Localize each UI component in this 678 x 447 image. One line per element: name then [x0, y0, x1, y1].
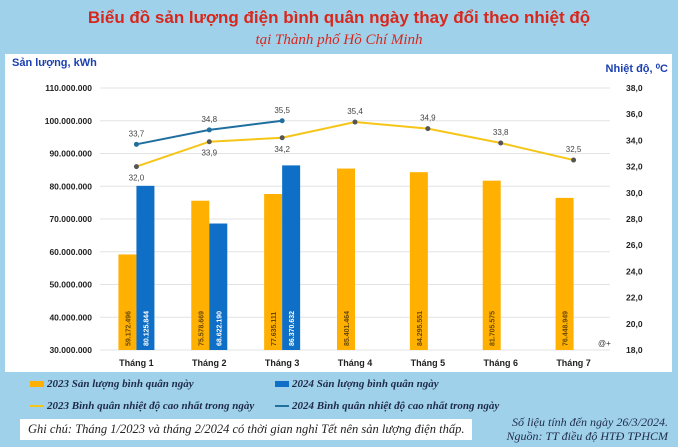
x-tick-label: Tháng 6: [483, 358, 518, 368]
bar-data-label: 77.635.111: [271, 312, 278, 346]
legend-swatch: [275, 381, 289, 387]
y2-tick-label: 36,0: [626, 109, 643, 119]
bar-data-label: 81.705.575: [490, 311, 497, 346]
y-tick-label: 40.000.000: [49, 312, 92, 322]
line-marker: [498, 140, 504, 146]
legend-swatch: [30, 381, 44, 387]
bar-2023: [118, 254, 137, 350]
x-tick-label: Tháng 2: [192, 358, 227, 368]
y-tick-label: 80.000.000: [49, 181, 92, 191]
bar-2024: [136, 185, 155, 350]
y2-tick-label: 38,0: [626, 83, 643, 93]
bar-data-label: 68.622.190: [216, 311, 223, 346]
y2-tick-label: 26,0: [626, 240, 643, 250]
legend-label: 2023 Bình quân nhiệt độ cao nhất trong n…: [47, 400, 255, 412]
y-tick-label: 100.000.000: [45, 116, 93, 126]
line-data-label: 35,4: [347, 107, 363, 116]
line-data-label: 34,8: [201, 115, 217, 124]
x-tick-label: Tháng 5: [411, 358, 446, 368]
y-tick-label: 50.000.000: [49, 280, 92, 290]
y2-tick-label: 28,0: [626, 214, 643, 224]
bar-2024: [209, 223, 228, 350]
x-tick-label: Tháng 3: [265, 358, 300, 368]
bar-2023: [555, 197, 574, 350]
bar-data-label: 75.578.669: [198, 311, 205, 346]
legend-label: 2023 Sản lượng bình quân ngày: [47, 378, 194, 390]
legend-swatch: [275, 405, 289, 408]
source-block: Số liệu tính đến ngày 26/3/2024. Nguồn: T…: [507, 415, 668, 443]
source-date: Số liệu tính đến ngày 26/3/2024.: [512, 415, 668, 429]
y-tick-label: 90.000.000: [49, 149, 92, 159]
source: Nguồn: TT điều độ HTĐ TPHCM: [506, 429, 668, 443]
y2-tick-label: 34,0: [626, 135, 643, 145]
legend-label: 2024 Bình quân nhiệt độ cao nhất trong n…: [292, 400, 500, 412]
line-data-label: 34,9: [420, 114, 436, 123]
line-data-label: 33,7: [129, 129, 145, 138]
line-data-label: 33,8: [493, 128, 509, 137]
line-data-label: 34,2: [274, 145, 290, 154]
legend-label: 2024 Sản lượng bình quân ngày: [292, 378, 439, 390]
line-data-label: 32,5: [566, 145, 582, 154]
bar-data-label: 76.448.949: [563, 311, 570, 346]
line-marker: [571, 157, 577, 163]
y-tick-label: 110.000.000: [45, 83, 92, 93]
y2-tick-label: 22,0: [626, 293, 643, 303]
legend-2024-bars: 2024 Sản lượng bình quân ngày: [275, 378, 439, 390]
legend-swatch: [30, 405, 44, 408]
y-axis-title: Sản lượng, kWh: [12, 57, 97, 69]
y-tick-label: 30.000.000: [49, 345, 92, 355]
line-marker: [133, 164, 139, 170]
bar-2023: [264, 193, 283, 350]
y2-tick-label: 30,0: [626, 188, 643, 198]
line-data-label: 35,5: [274, 106, 290, 115]
bar-data-label: 59.172.496: [125, 311, 132, 346]
bar-2023: [409, 172, 428, 350]
legend-2023-bars: 2023 Sản lượng bình quân ngày: [30, 378, 194, 390]
chart-subtitle: tại Thành phố Hồ Chí Minh: [255, 32, 423, 48]
bar-data-label: 86.370.632: [289, 311, 296, 346]
line-marker: [352, 119, 358, 125]
line-data-label: 33,9: [201, 149, 217, 158]
bar-data-label: 84.295.551: [417, 311, 424, 346]
bar-data-label: 85.401.464: [344, 311, 351, 346]
legend-2023-line: 2023 Bình quân nhiệt độ cao nhất trong n…: [30, 400, 254, 412]
line-data-label: 32,0: [129, 174, 145, 183]
y2-tick-label: 18,0: [626, 345, 643, 355]
x-tick-label: Tháng 1: [119, 358, 154, 368]
line-marker: [133, 141, 139, 147]
y-tick-label: 70.000.000: [49, 214, 92, 224]
bar-2023: [191, 200, 210, 350]
line-marker: [206, 139, 212, 145]
bar-data-label: 80.125.844: [143, 311, 150, 346]
y2-tick-label: 20,0: [626, 319, 643, 329]
y-tick-label: 60.000.000: [49, 247, 92, 257]
x-tick-label: Tháng 4: [338, 358, 373, 368]
bar-2024: [282, 165, 301, 350]
chart-title: Biểu đồ sản lượng điện bình quân ngày th…: [87, 8, 591, 27]
legend-2024-line: 2024 Bình quân nhiệt độ cao nhất trong n…: [275, 400, 499, 412]
x-tick-label: Tháng 7: [556, 358, 591, 368]
bar-2023: [337, 168, 355, 350]
line-marker: [425, 126, 431, 132]
line-marker: [279, 118, 285, 124]
bar-2023: [482, 180, 501, 350]
y2-tick-label: 32,0: [626, 162, 643, 172]
y2-axis-title: Nhiệt độ, ⁰C: [606, 63, 669, 75]
y2-tick-label: 24,0: [626, 266, 643, 276]
watermark: @+: [598, 339, 611, 348]
line-marker: [279, 135, 285, 141]
note: Ghi chú: Tháng 1/2023 và tháng 2/2024 có…: [20, 419, 473, 440]
line-marker: [206, 127, 212, 133]
